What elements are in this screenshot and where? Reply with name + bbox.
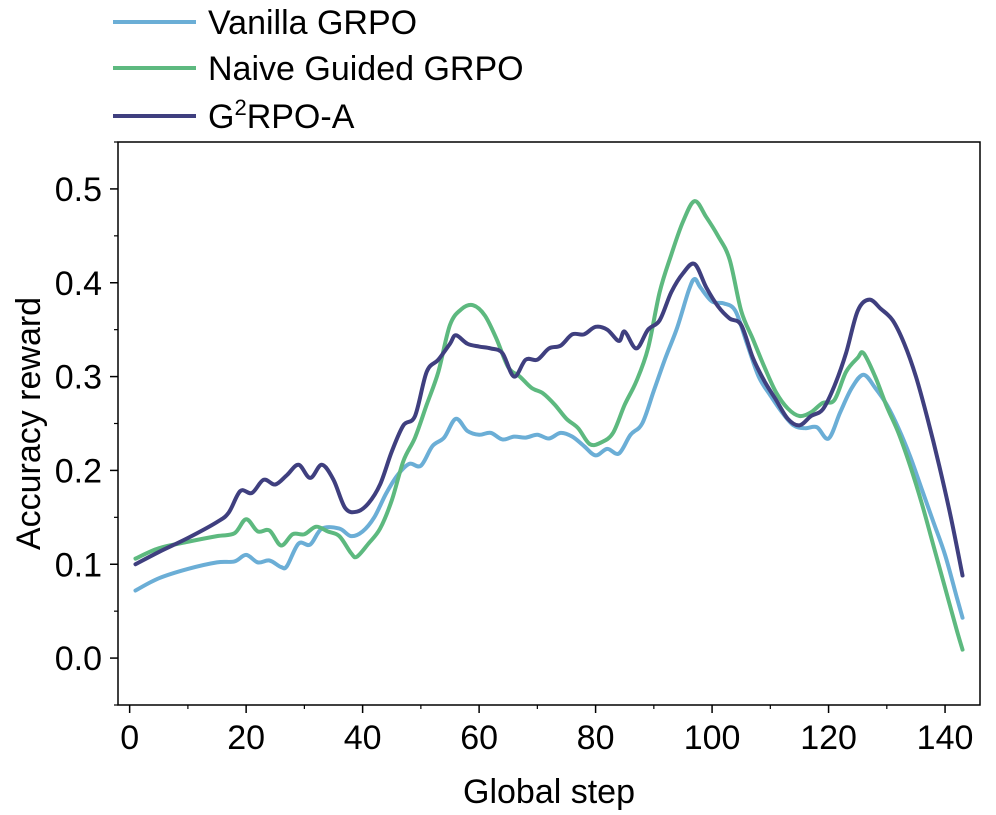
y-tick-label: 0.0: [55, 640, 102, 678]
x-axis: 0 20 40 60 80 100 120 140: [120, 705, 973, 757]
y-axis-label: Accuracy reward: [10, 297, 48, 550]
x-tick-label: 0: [120, 719, 139, 757]
x-axis-label: Global step: [463, 773, 635, 811]
x-tick-label: 100: [684, 719, 741, 757]
legend-entry-label: G2RPO-A: [208, 95, 355, 136]
y-tick-label: 0.3: [55, 359, 102, 397]
x-tick-label: 60: [460, 719, 498, 757]
legend: Vanilla GRPO Naive Guided GRPO G2RPO-A: [113, 4, 524, 136]
series-line-0: [133, 277, 965, 620]
y-tick-label: 0.1: [55, 546, 102, 584]
legend-entry-label: Vanilla GRPO: [208, 4, 417, 42]
x-tick-label: 40: [344, 719, 382, 757]
x-tick-label: 140: [917, 719, 974, 757]
legend-entry-label: Naive Guided GRPO: [208, 50, 524, 88]
y-tick-label: 0.5: [55, 171, 102, 209]
series-layer: [133, 199, 965, 652]
plot-area-frame: [117, 141, 981, 706]
y-tick-label: 0.2: [55, 452, 102, 490]
legend-superscript: 2: [234, 95, 246, 120]
legend-suffix: RPO-A: [247, 98, 355, 136]
series-line-1: [133, 199, 965, 652]
x-tick-label: 80: [577, 719, 615, 757]
y-axis: 0.0 0.1 0.2 0.3 0.4 0.5: [55, 141, 118, 706]
x-tick-label: 20: [227, 719, 265, 757]
x-tick-label: 120: [800, 719, 857, 757]
series-line-2: [133, 261, 965, 578]
y-tick-label: 0.4: [55, 265, 102, 303]
